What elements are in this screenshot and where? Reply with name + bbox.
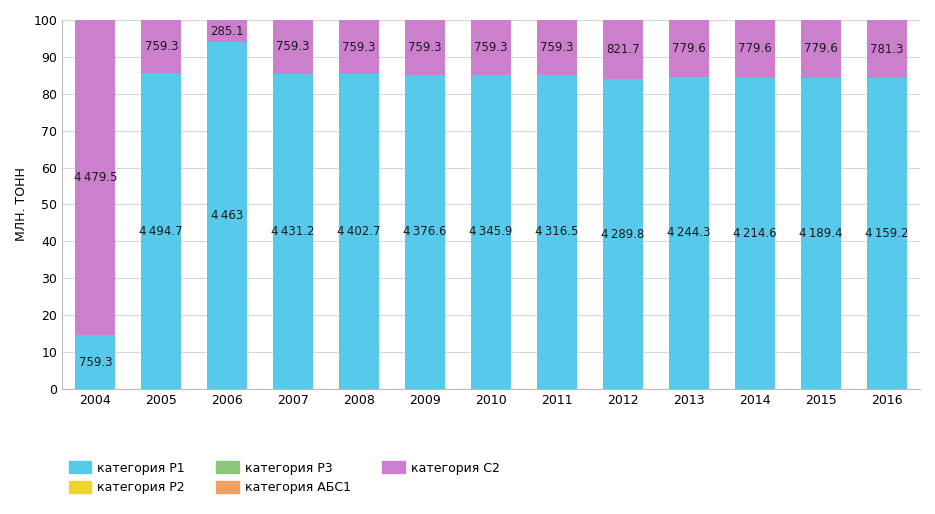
Text: 759.3: 759.3 bbox=[540, 41, 574, 54]
Bar bbox=[208, 42, 247, 389]
Text: 779.6: 779.6 bbox=[804, 43, 838, 56]
Bar bbox=[406, 20, 445, 75]
Bar bbox=[538, 75, 577, 389]
Bar bbox=[868, 20, 907, 78]
Text: 759.3: 759.3 bbox=[277, 41, 310, 53]
Text: 759.3: 759.3 bbox=[342, 41, 376, 53]
Text: 4 244.3: 4 244.3 bbox=[668, 227, 711, 240]
Text: 759.3: 759.3 bbox=[409, 41, 442, 54]
Bar bbox=[735, 20, 775, 78]
Bar bbox=[471, 20, 511, 75]
Text: 4 402.7: 4 402.7 bbox=[338, 225, 381, 238]
Text: 4 479.5: 4 479.5 bbox=[74, 171, 117, 184]
Bar bbox=[669, 20, 709, 77]
Bar bbox=[273, 74, 313, 389]
Text: 4 494.7: 4 494.7 bbox=[139, 225, 183, 237]
Text: 4 376.6: 4 376.6 bbox=[403, 225, 447, 238]
Bar bbox=[471, 75, 511, 389]
Y-axis label: МЛН. ТОНН: МЛН. ТОНН bbox=[15, 168, 28, 241]
Text: 759.3: 759.3 bbox=[474, 41, 508, 54]
Bar bbox=[339, 74, 379, 389]
Bar bbox=[208, 20, 247, 42]
Text: 781.3: 781.3 bbox=[870, 43, 904, 56]
Bar bbox=[76, 335, 115, 389]
Bar bbox=[538, 20, 577, 75]
Bar bbox=[669, 77, 709, 389]
Bar bbox=[339, 20, 379, 74]
Text: 759.3: 759.3 bbox=[79, 356, 112, 369]
Text: 4 431.2: 4 431.2 bbox=[271, 225, 315, 238]
Text: 4 189.4: 4 189.4 bbox=[799, 227, 842, 240]
Bar bbox=[868, 78, 907, 389]
Bar bbox=[801, 20, 841, 78]
Text: 4 214.6: 4 214.6 bbox=[733, 227, 777, 240]
Text: 779.6: 779.6 bbox=[672, 42, 706, 55]
Bar bbox=[76, 20, 115, 335]
Bar bbox=[141, 20, 181, 74]
Bar bbox=[603, 20, 643, 79]
Bar bbox=[406, 75, 445, 389]
Text: 285.1: 285.1 bbox=[210, 25, 244, 38]
Bar bbox=[735, 78, 775, 389]
Text: 779.6: 779.6 bbox=[738, 42, 772, 56]
Bar bbox=[603, 79, 643, 389]
Text: 4 159.2: 4 159.2 bbox=[865, 227, 909, 240]
Legend: категория P1, категория P2, категория P3, категория АБС1, категория C2: категория P1, категория P2, категория P3… bbox=[68, 462, 500, 494]
Text: 759.3: 759.3 bbox=[145, 40, 178, 53]
Text: 821.7: 821.7 bbox=[606, 43, 640, 56]
Text: 4 463: 4 463 bbox=[211, 209, 243, 222]
Bar bbox=[801, 78, 841, 389]
Text: 4 316.5: 4 316.5 bbox=[536, 226, 579, 238]
Text: 4 345.9: 4 345.9 bbox=[469, 225, 512, 238]
Text: 4 289.8: 4 289.8 bbox=[601, 228, 645, 241]
Bar bbox=[141, 74, 181, 389]
Bar bbox=[273, 20, 313, 74]
